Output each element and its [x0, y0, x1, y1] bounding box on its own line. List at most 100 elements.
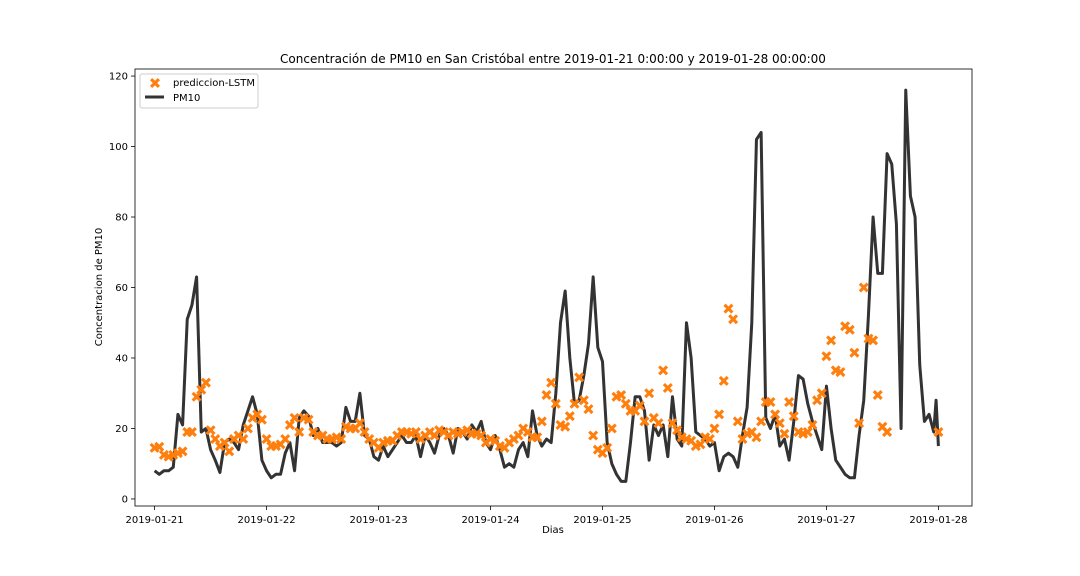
x-tick-label-5: 2019-01-26 [685, 515, 743, 526]
scatter-point-109 [658, 365, 669, 376]
scatter-point-8 [186, 426, 197, 437]
scatter-point-97 [602, 442, 613, 453]
scatter-point-105 [639, 416, 650, 427]
scatter-point-130 [756, 416, 767, 427]
y-tick-label-3: 60 [115, 283, 128, 294]
scatter-point-155 [872, 389, 883, 400]
scatter-point-20 [242, 423, 253, 434]
scatter-point-154 [868, 335, 879, 346]
x-tick-label-0: 2019-01-21 [126, 515, 184, 526]
scatter-point-85 [546, 377, 557, 388]
y-axis: 0 20 40 60 80 100 120 [109, 72, 135, 505]
scatter-point-157 [882, 426, 893, 437]
scatter-point-19 [238, 434, 249, 445]
scatter-point-144 [821, 351, 832, 362]
y-tick-label-0: 0 [122, 494, 128, 505]
x-axis: 2019-01-21 2019-01-22 2019-01-23 2019-01-24… [126, 506, 967, 526]
scatter-point-1 [154, 441, 165, 452]
scatter-point-151 [854, 418, 865, 429]
scatter-point-45 [359, 426, 370, 437]
scatter-point-82 [532, 432, 543, 443]
scatter-point-10 [196, 384, 207, 395]
scatter-point-23 [256, 414, 267, 425]
scatter-point-134 [774, 418, 785, 429]
scatter-point-92 [578, 395, 589, 406]
scatter-point-91 [574, 372, 585, 383]
scatter-point-30 [289, 412, 300, 423]
scatter-point-123 [723, 303, 734, 314]
scatter-point-125 [732, 416, 743, 427]
scatter-point-24 [261, 434, 272, 445]
scatter-point-152 [858, 282, 869, 293]
y-tick-label-4: 80 [115, 213, 128, 224]
scatter-point-142 [812, 395, 823, 406]
chart-title: Concentración de PM10 en San Cristóbal e… [280, 52, 826, 66]
scatter-point-135 [779, 428, 790, 439]
scatter-point-15 [219, 437, 230, 448]
scatter-point-83 [536, 416, 547, 427]
y-tick-label-6: 120 [109, 72, 128, 83]
scatter-point-147 [835, 367, 846, 378]
scatter-point-70 [476, 430, 487, 441]
scatter-point-141 [807, 419, 818, 430]
scatter-point-11 [200, 377, 211, 388]
scatter-point-132 [765, 397, 776, 408]
legend: prediccion-LSTM PM10 [139, 73, 259, 109]
scatter-point-149 [844, 324, 855, 335]
scatter-point-56 [410, 426, 421, 437]
scatter-point-137 [788, 411, 799, 422]
scatter-point-120 [709, 423, 720, 434]
legend-label-pm10: PM10 [173, 93, 200, 104]
scatter-point-40 [336, 434, 347, 445]
legend-marker-prediccion-lstm [150, 78, 160, 88]
scatter-point-133 [770, 409, 781, 420]
scatter-point-9 [191, 391, 202, 402]
x-tick-label-1: 2019-01-22 [238, 515, 296, 526]
scatter-point-129 [751, 432, 762, 443]
y-axis-label: Concentracion de PM10 [94, 228, 105, 347]
scatter-point-158 [933, 426, 944, 437]
scatter-point-98 [606, 423, 617, 434]
x-axis-label: Dias [542, 525, 564, 536]
legend-label-prediccion-lstm: prediccion-LSTM [173, 78, 255, 89]
scatter-point-111 [667, 418, 678, 429]
scatter-point-89 [564, 411, 575, 422]
scatter-point-33 [303, 414, 314, 425]
scatter-point-112 [672, 425, 683, 436]
scatter-point-44 [354, 418, 365, 429]
scatter-point-136 [784, 397, 795, 408]
scatter-point-119 [704, 434, 715, 445]
scatter-point-108 [653, 418, 664, 429]
scatter-point-16 [224, 446, 235, 457]
scatter-point-86 [550, 398, 561, 409]
scatter-point-12 [205, 425, 216, 436]
scatter-point-121 [714, 409, 725, 420]
series-line-pm10 [153, 88, 940, 483]
x-tick-label-7: 2019-01-28 [909, 515, 967, 526]
x-tick-label-6: 2019-01-27 [797, 515, 855, 526]
scatter-point-117 [695, 439, 706, 450]
y-tick-label-5: 100 [109, 142, 128, 153]
scatter-point-90 [569, 398, 580, 409]
scatter-point-124 [728, 314, 739, 325]
scatter-point-88 [560, 421, 571, 432]
x-tick-label-4: 2019-01-25 [573, 515, 631, 526]
x-tick-label-2: 2019-01-23 [349, 515, 407, 526]
scatter-point-101 [620, 398, 631, 409]
scatter-point-28 [280, 434, 291, 445]
y-tick-label-1: 20 [115, 424, 128, 435]
scatter-point-78 [513, 430, 524, 441]
scatter-point-84 [541, 389, 552, 400]
scatter-point-150 [849, 347, 860, 358]
legend-x-marker [150, 78, 160, 88]
legend-frame [139, 73, 259, 109]
scatter-point-110 [662, 382, 673, 393]
scatter-point-140 [802, 426, 813, 437]
x-tick-label-3: 2019-01-24 [461, 515, 519, 526]
scatter-point-29 [284, 419, 295, 430]
y-tick-label-2: 40 [115, 353, 128, 364]
scatter-point-94 [588, 430, 599, 441]
scatter-point-100 [616, 389, 627, 400]
scatter-point-145 [826, 335, 837, 346]
